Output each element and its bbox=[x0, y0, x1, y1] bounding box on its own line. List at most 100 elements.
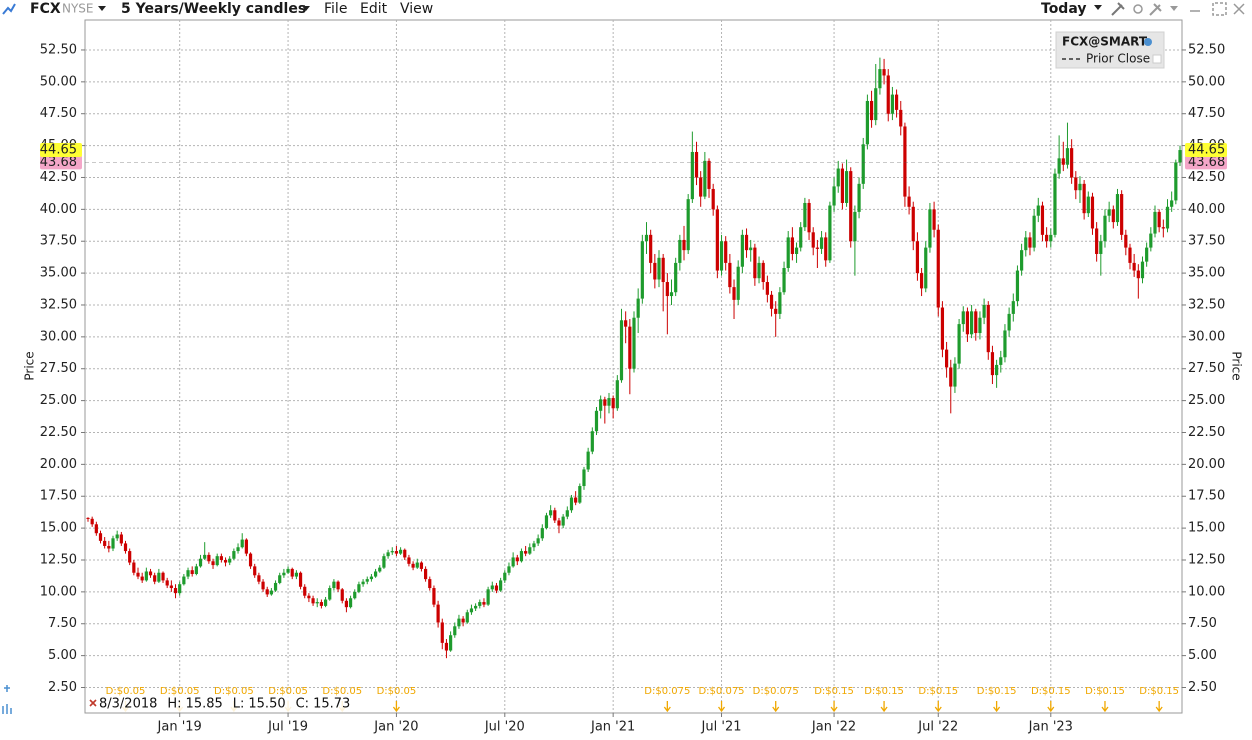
menu-view[interactable]: View bbox=[400, 1, 433, 17]
candle-body bbox=[1090, 196, 1095, 229]
candle-body bbox=[94, 524, 98, 534]
candle-body bbox=[490, 585, 494, 590]
dividend-marker bbox=[1047, 701, 1055, 713]
candle-body bbox=[298, 572, 303, 587]
menu-file[interactable]: File bbox=[324, 1, 347, 17]
candle-body bbox=[815, 247, 819, 249]
candle-body bbox=[853, 211, 857, 242]
app-icon[interactable] bbox=[2, 3, 16, 15]
price-tag bbox=[1185, 155, 1227, 170]
candle-body bbox=[1082, 183, 1086, 214]
candle-body bbox=[961, 311, 965, 325]
readout-label: L: bbox=[233, 697, 245, 712]
pin-icon[interactable] bbox=[1149, 3, 1162, 16]
candle-body bbox=[899, 109, 903, 127]
candle-body bbox=[1120, 194, 1124, 235]
side-icons[interactable] bbox=[2, 685, 12, 714]
candle-body bbox=[432, 588, 436, 605]
candle-body bbox=[290, 568, 294, 577]
candle-body bbox=[132, 562, 136, 573]
candle-body bbox=[986, 304, 990, 353]
candle-body bbox=[482, 602, 486, 605]
candle-body bbox=[586, 451, 590, 470]
candle-body bbox=[1074, 177, 1078, 191]
candle-body bbox=[1174, 162, 1178, 201]
candle-body bbox=[644, 234, 649, 242]
y-tick-label: 5.00 bbox=[48, 648, 77, 663]
dividend-label: D:$0.075 bbox=[753, 686, 799, 697]
candle-body bbox=[803, 202, 807, 228]
candle-body bbox=[390, 551, 394, 553]
candle-body bbox=[1049, 234, 1053, 242]
y-tick-label: 47.50 bbox=[40, 106, 77, 121]
candle-body bbox=[557, 520, 561, 526]
close-icon[interactable] bbox=[1233, 3, 1245, 15]
candle-body bbox=[148, 571, 153, 576]
candle-body bbox=[107, 545, 111, 549]
dividend-label: D:$0.05 bbox=[322, 686, 362, 697]
y-tick-label: 35.00 bbox=[1188, 266, 1225, 281]
symbol[interactable]: FCX bbox=[30, 1, 61, 17]
candle-body bbox=[1140, 261, 1145, 279]
candle-body bbox=[582, 469, 586, 487]
candle-body bbox=[753, 247, 757, 279]
candle-body bbox=[540, 528, 544, 539]
readout-close-icon bbox=[89, 699, 97, 707]
candle-body bbox=[819, 237, 824, 249]
candle-body bbox=[1011, 301, 1015, 314]
candle-body bbox=[1053, 173, 1057, 235]
maximize-icon[interactable] bbox=[1212, 2, 1227, 16]
candle-body bbox=[890, 94, 895, 114]
candle-body bbox=[894, 94, 899, 110]
dropdown-arrow[interactable] bbox=[98, 6, 106, 11]
candle-body bbox=[182, 576, 186, 585]
candle-body bbox=[711, 188, 715, 210]
candle-body bbox=[907, 196, 911, 207]
candle-body bbox=[957, 324, 961, 364]
link-icon[interactable] bbox=[1133, 4, 1143, 14]
candle-body bbox=[228, 558, 232, 563]
candle-body bbox=[857, 183, 861, 212]
price-tag bbox=[40, 143, 82, 158]
candle-body bbox=[119, 534, 123, 544]
dividend-label: D:$0.05 bbox=[268, 686, 308, 697]
candle-body bbox=[436, 604, 440, 623]
candle-body bbox=[936, 229, 940, 308]
candle-body bbox=[836, 168, 840, 187]
candle-body bbox=[286, 568, 290, 573]
candle-body bbox=[590, 431, 594, 452]
candle-body bbox=[165, 580, 169, 586]
candle-body bbox=[419, 562, 424, 569]
candle-body bbox=[1086, 196, 1090, 214]
x-tick-label: Jul '20 bbox=[484, 720, 525, 735]
toolbar-bg bbox=[0, 0, 1252, 18]
period-selector[interactable]: 5 Years/Weekly candles bbox=[121, 1, 306, 17]
candle-body bbox=[394, 551, 399, 554]
candle-body bbox=[953, 363, 957, 387]
dividend-label: D:$0.05 bbox=[214, 686, 254, 697]
y-tick-label: 30.00 bbox=[1188, 329, 1225, 344]
menu-edit[interactable]: Edit bbox=[360, 1, 388, 17]
range-selector[interactable]: Today bbox=[1041, 1, 1086, 17]
y-tick-label: 12.50 bbox=[40, 552, 77, 567]
dropdown-arrow[interactable] bbox=[1094, 5, 1102, 10]
candle-body bbox=[978, 317, 982, 334]
candle-body bbox=[1015, 270, 1020, 302]
readout-value: 15.85 bbox=[186, 697, 223, 712]
candle-body bbox=[599, 399, 603, 411]
candle-body bbox=[403, 549, 407, 558]
y-axis-title: Price bbox=[23, 351, 37, 380]
candle-body bbox=[1115, 194, 1120, 223]
dropdown-arrow[interactable] bbox=[302, 6, 310, 11]
tool-icon[interactable] bbox=[1111, 2, 1125, 16]
candle-body bbox=[1165, 206, 1170, 229]
dividend-label: D:$0.05 bbox=[377, 686, 417, 697]
candle-body bbox=[507, 566, 511, 573]
y-tick-label: 20.00 bbox=[1188, 457, 1225, 472]
candle-body bbox=[1099, 241, 1103, 254]
dropdown-arrow[interactable] bbox=[1170, 6, 1178, 11]
candle-body bbox=[628, 326, 632, 369]
candle-body bbox=[632, 317, 636, 369]
candle-body bbox=[236, 547, 240, 552]
candle-body bbox=[503, 572, 507, 581]
